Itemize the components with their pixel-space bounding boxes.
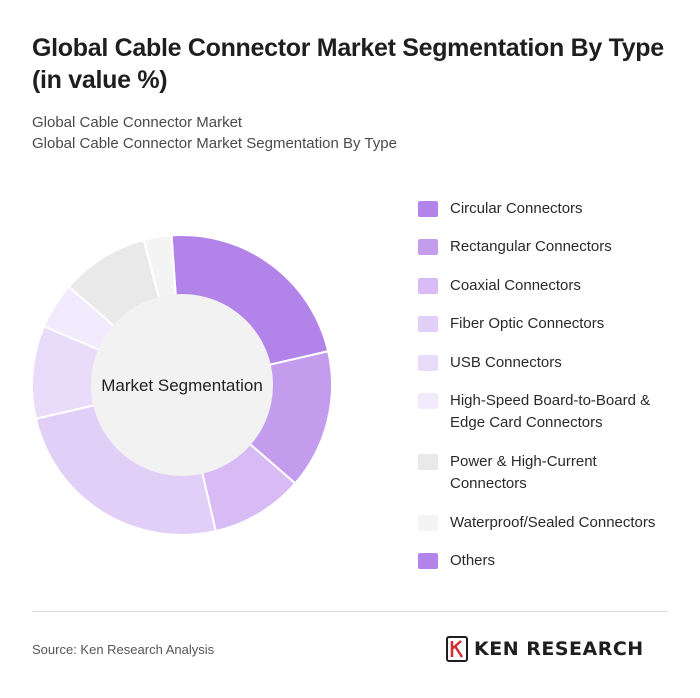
legend-label: Others: [450, 552, 496, 569]
legend-label: Circular Connectors: [450, 200, 583, 217]
legend-label: Coaxial Connectors: [450, 277, 581, 294]
legend-item-usb-connectors: USB Connectors: [418, 352, 680, 374]
legend-label: USB Connectors: [450, 354, 562, 371]
legend-swatch: [418, 515, 438, 531]
legend-label: Power & High-Current Connectors: [450, 453, 597, 492]
legend-swatch: [418, 278, 438, 294]
legend-item-high-speed-board-to-board-edge-card-connectors: High-Speed Board-to-Board & Edge Card Con…: [418, 390, 680, 434]
legend-label: Waterproof/Sealed Connectors: [450, 514, 656, 531]
footer-divider: [32, 611, 668, 612]
ken-research-logo-icon: [446, 636, 468, 662]
center-label: Market Segmentation: [101, 376, 263, 395]
brand-logo: KEN RESEARCH: [446, 636, 644, 662]
legend-swatch: [418, 454, 438, 470]
legend-label: High-Speed Board-to-Board & Edge Card Con…: [450, 392, 651, 431]
subtitle-market: Global Cable Connector Market: [32, 114, 243, 131]
legend-item-coaxial-connectors: Coaxial Connectors: [418, 275, 680, 297]
subtitle-segmentation: Global Cable Connector Market Segmentati…: [32, 135, 397, 152]
legend-label: Fiber Optic Connectors: [450, 315, 605, 332]
legend-item-power-high-current-connectors: Power & High-Current Connectors: [418, 451, 680, 495]
legend-swatch: [418, 393, 438, 409]
source-note: Source: Ken Research Analysis: [32, 642, 215, 657]
donut-chart: Market Segmentation: [31, 234, 333, 536]
legend-item-others: Others: [418, 550, 680, 572]
legend-swatch: [418, 316, 438, 332]
brand-name: KEN RESEARCH: [474, 638, 644, 660]
chart-title: Global Cable Connector Market Segmentati…: [32, 34, 664, 94]
legend-item-waterproof-sealed-connectors: Waterproof/Sealed Connectors: [418, 512, 680, 534]
legend-swatch: [418, 201, 438, 217]
legend-swatch: [418, 239, 438, 255]
legend-swatch: [418, 355, 438, 371]
legend-swatch: [418, 553, 438, 569]
donut-hole: [91, 294, 273, 476]
legend-label: Rectangular Connectors: [450, 238, 612, 255]
legend-item-circular-connectors: Circular Connectors: [418, 198, 680, 220]
legend-item-rectangular-connectors: Rectangular Connectors: [418, 236, 680, 258]
legend-item-fiber-optic-connectors: Fiber Optic Connectors: [418, 313, 680, 335]
